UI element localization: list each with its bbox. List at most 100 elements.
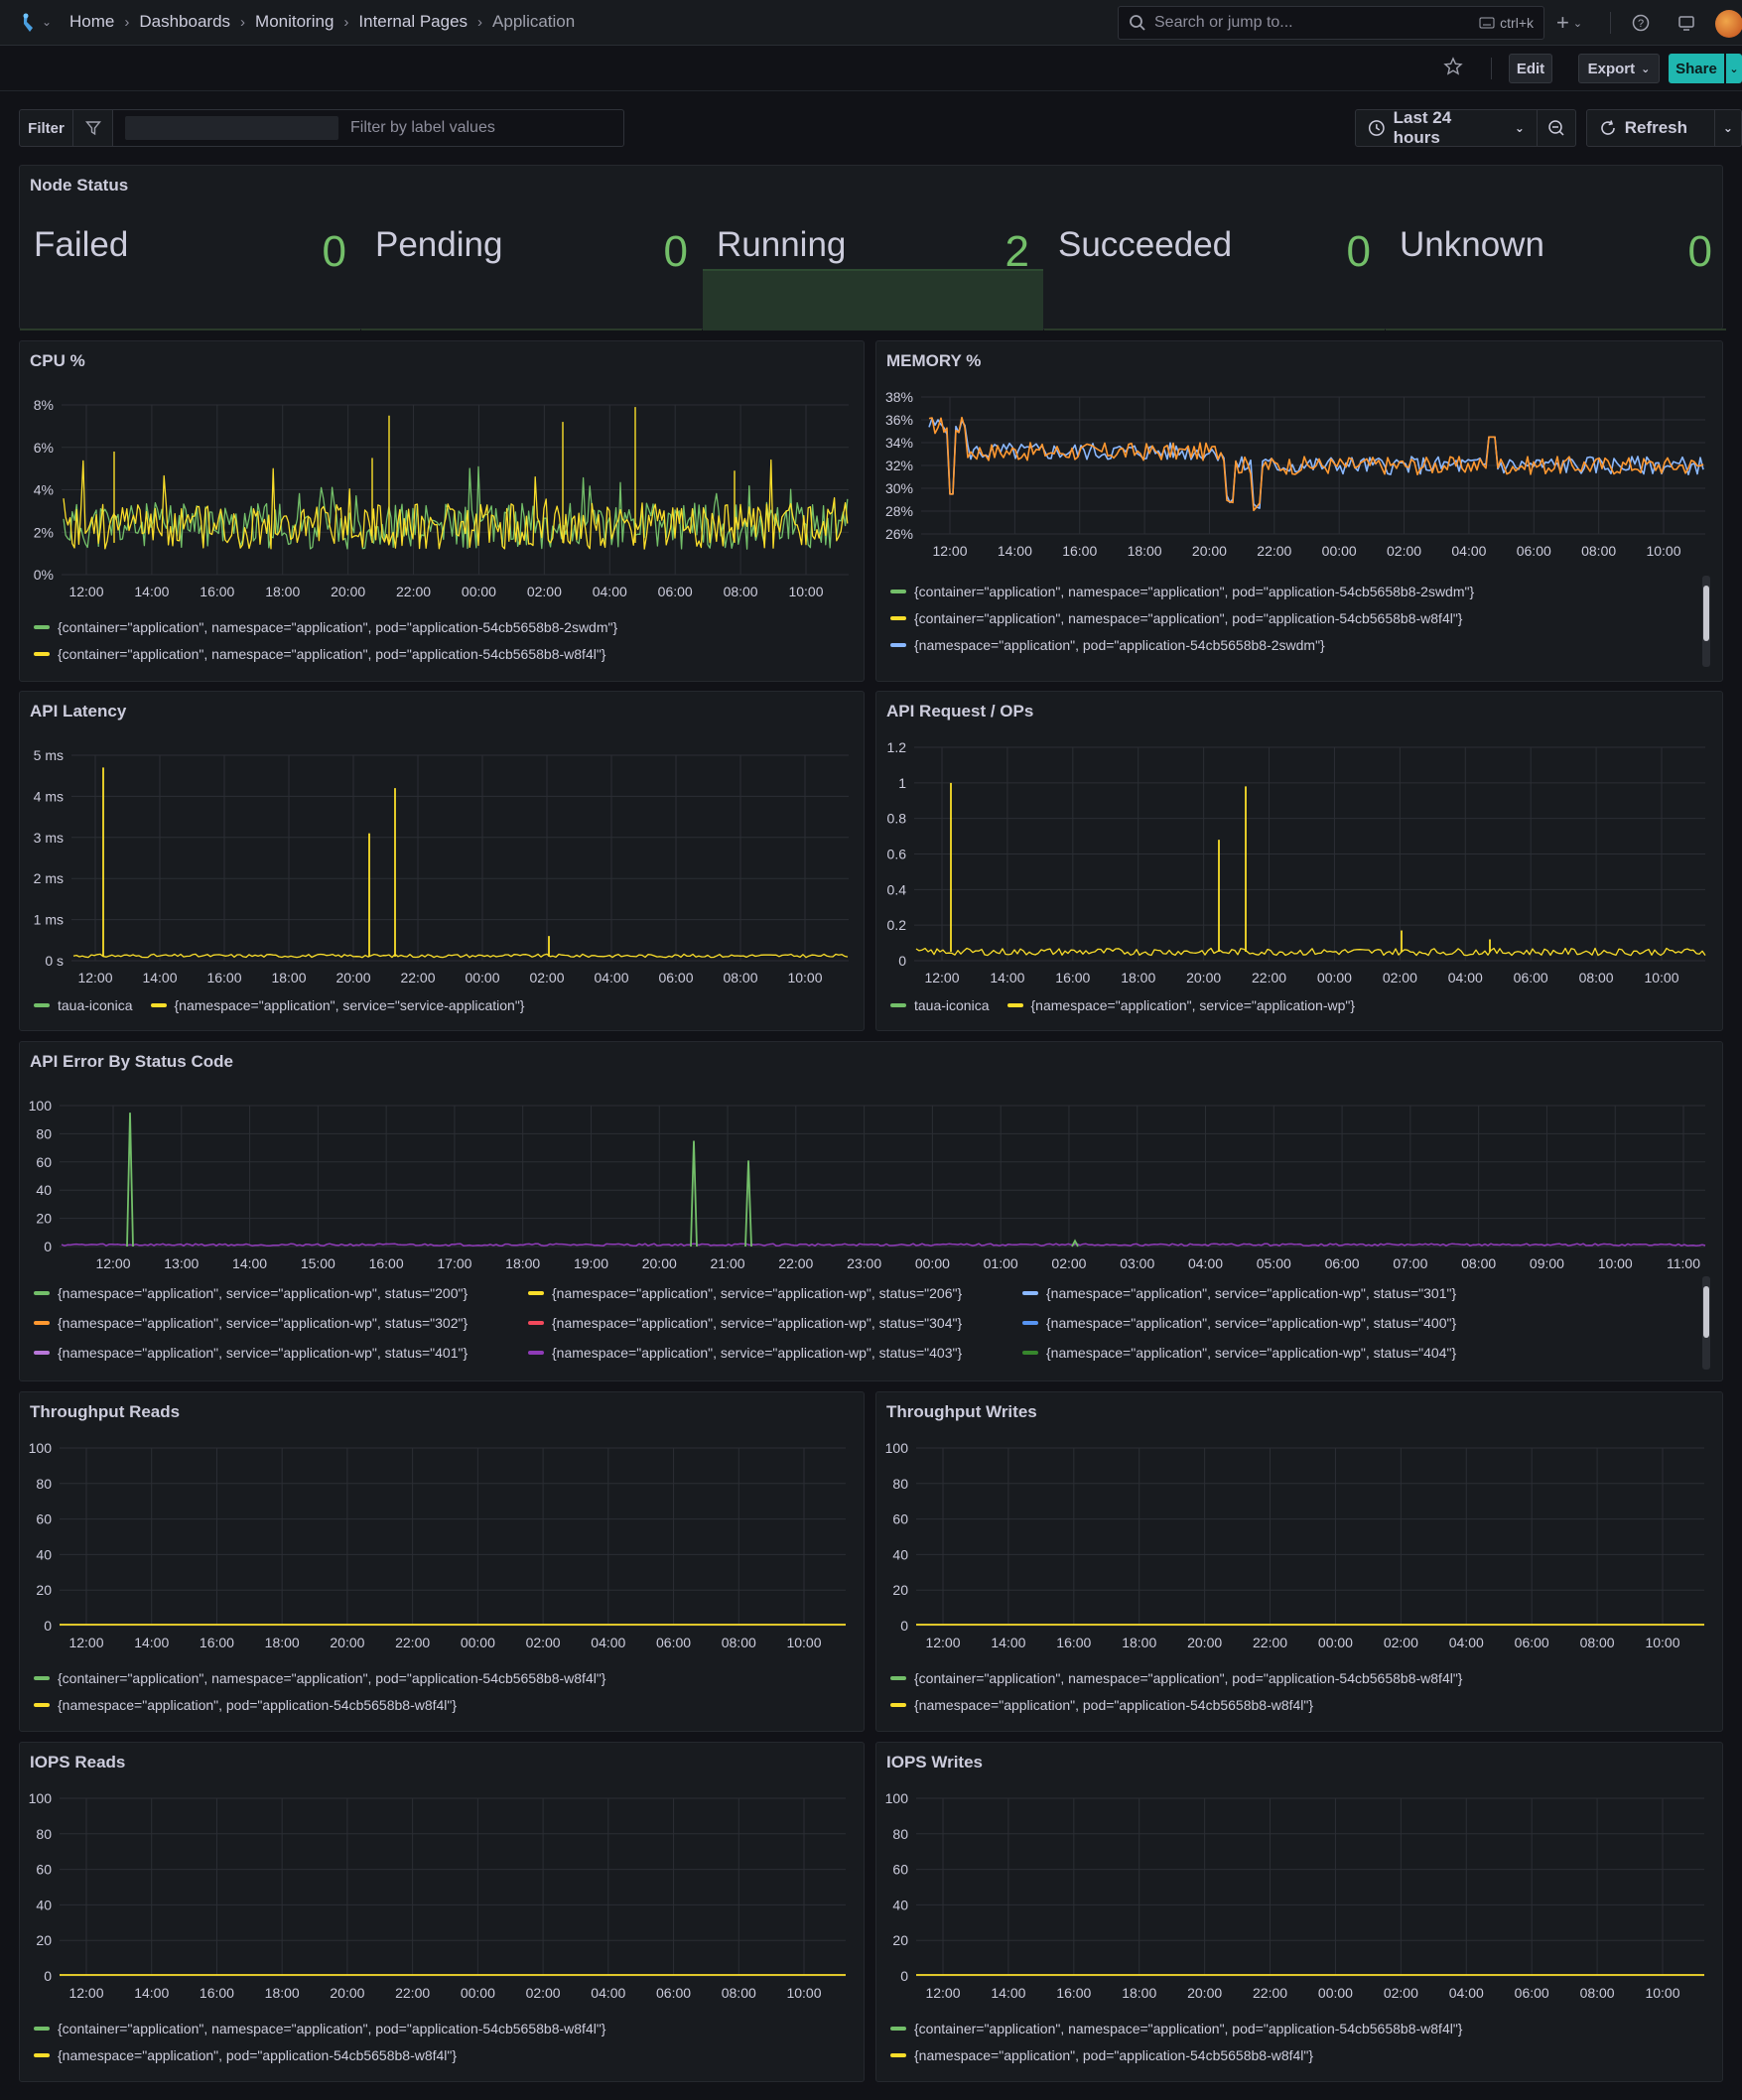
x-tick-label: 08:00 [724,584,758,599]
legend-item[interactable]: {namespace="application", service="appli… [1022,1309,1517,1336]
search-shortcut: ctrl+k [1479,15,1534,31]
time-range-picker[interactable]: Last 24 hours ⌄ [1355,108,1538,147]
iops-reads-panel[interactable]: IOPS Reads 100 80 60 40 20 0 12:00 14:00 16:00 18… [19,1742,865,2082]
breadcrumb-monitoring[interactable]: Monitoring [255,12,335,31]
legend-item[interactable]: {namespace="application", pod="applicati… [890,1697,1313,1713]
edit-button[interactable]: Edit [1509,54,1552,83]
api-latency-chart[interactable]: 5 ms 4 ms 3 ms 2 ms 1 ms 0 s 12:00 14:00 16:00 18… [20,731,866,989]
cpu-panel[interactable]: CPU % 8% 6% 4% 2% 0% 12:00 14:00 16:00 18:00 20:0… [19,340,865,682]
breadcrumb-internal-pages[interactable]: Internal Pages [358,12,469,31]
stat-running[interactable]: Running 2 [703,209,1043,330]
legend-item[interactable]: {container="application", namespace="app… [34,2021,605,2036]
chevron-down-icon[interactable]: ⌄ [42,15,53,29]
legend-item[interactable]: {container="application", namespace="app… [34,619,617,635]
legend-label: {namespace="application", pod="applicati… [58,1696,458,1713]
stat-value: 2 [1005,227,1029,276]
help-button[interactable]: ? [1628,10,1654,36]
zoom-out-button[interactable] [1537,109,1576,147]
api-latency-panel[interactable]: API Latency 5 ms 4 ms 3 ms 2 ms 1 ms 0 s 12:00… [19,691,865,1031]
scrollbar-thumb[interactable] [1703,1286,1709,1338]
iops-writes-panel[interactable]: IOPS Writes 100 80 60 40 20 0 12:00 14:00 16:00 1… [875,1742,1723,2082]
iops-reads-chart[interactable]: 100 80 60 40 20 0 12:00 14:00 16:00 18:00 20:00 22:… [20,1782,866,2031]
legend-item[interactable]: taua-iconica [34,997,133,1013]
user-avatar[interactable] [1715,10,1742,38]
legend-scrollbar[interactable] [1702,1276,1710,1370]
throughput-reads-chart[interactable]: 100 80 60 40 20 0 12:00 14:00 16:00 18:00 20:00 22:… [20,1432,866,1680]
throughput-writes-panel[interactable]: Throughput Writes 100 80 60 40 20 0 12:00 14:00… [875,1391,1723,1732]
stat-unknown[interactable]: Unknown 0 [1386,209,1726,330]
legend-swatch [34,651,50,656]
legend-item[interactable]: {namespace="application", service="appli… [528,1309,1022,1336]
legend-item[interactable]: {container="application", namespace="app… [890,1670,1462,1686]
memory-panel[interactable]: MEMORY % 38% 36% 34% 32% 30% 28% 26% 12:00 14:00… [875,340,1723,682]
legend-scrollbar[interactable] [1702,576,1710,667]
refresh-interval-button[interactable]: ⌄ [1714,109,1742,147]
x-tick-label: 04:00 [1449,1985,1484,2001]
star-button[interactable] [1440,54,1466,79]
stat-succeeded[interactable]: Succeeded 0 [1044,209,1385,330]
throughput-reads-panel[interactable]: Throughput Reads 100 80 60 40 20 0 12:00 14:00 1… [19,1391,865,1732]
panel-title: IOPS Writes [886,1753,983,1772]
stat-pending[interactable]: Pending 0 [361,209,702,330]
app-logo-icon[interactable] [18,12,38,34]
legend-label: {container="application", namespace="app… [914,583,1475,599]
legend-item[interactable]: {namespace="application", service="appli… [1022,1279,1517,1306]
filter-chip[interactable] [125,116,338,140]
scrollbar-thumb[interactable] [1703,586,1709,641]
export-button[interactable]: Export ⌄ [1578,54,1660,83]
cpu-chart[interactable]: 8% 6% 4% 2% 0% 12:00 14:00 16:00 18:00 20:00 22:00… [20,381,866,609]
breadcrumb-home[interactable]: Home [69,12,115,31]
legend-item[interactable]: {namespace="application", pod="applicati… [34,1697,457,1713]
legend-item[interactable]: {namespace="application", pod="applicati… [890,637,1325,653]
api-errors-chart[interactable]: 100 80 60 40 20 0 12:00 13:00 14:00 15:00 16:00 17:… [20,1082,1724,1320]
chart-legend: {container="application", namespace="app… [890,2015,1462,2068]
share-button[interactable]: Share [1669,54,1724,83]
x-tick-label: 04:00 [591,1635,625,1650]
legend-item[interactable]: {namespace="application", service="appli… [34,1279,528,1306]
legend-label: {namespace="application", service="appli… [552,1314,963,1331]
y-tick-label: 0 [44,1239,52,1254]
legend-item[interactable]: taua-iconica [890,997,990,1013]
legend-item[interactable]: {container="application", namespace="app… [890,2021,1462,2036]
legend-item[interactable]: {namespace="application", service="appli… [34,1339,528,1366]
legend-item[interactable]: {namespace="application", service="appli… [1006,997,1355,1013]
legend-item[interactable]: {namespace="application", pod="applicati… [34,2047,457,2063]
refresh-button[interactable]: Refresh [1585,109,1715,147]
legend-item[interactable]: {container="application", namespace="app… [890,610,1462,626]
api-requests-chart[interactable]: 1.2 1 0.8 0.6 0.4 0.2 0 12:00 14:00 16:00 18:00 20:… [876,731,1724,989]
legend-item[interactable]: {namespace="application", pod="applicati… [890,2047,1313,2063]
node-status-panel[interactable]: Node Status Failed 0 Pending 0 Running 2… [19,165,1726,330]
legend-item[interactable]: {container="application", namespace="app… [890,584,1474,599]
search-input[interactable]: Search or jump to... ctrl+k [1118,6,1544,40]
legend-swatch [890,1702,906,1707]
legend-item[interactable]: {namespace="application", service="appli… [528,1279,1022,1306]
news-button[interactable] [1674,10,1699,36]
y-tick-label: 100 [29,1790,53,1806]
stat-failed[interactable]: Failed 0 [20,209,360,330]
x-tick-label: 04:00 [1451,543,1486,559]
memory-chart[interactable]: 38% 36% 34% 32% 30% 28% 26% 12:00 14:00 16:00 18:0… [876,381,1724,580]
iops-writes-chart[interactable]: 100 80 60 40 20 0 12:00 14:00 16:00 18:00 20:00 22:… [876,1782,1724,2031]
legend-item[interactable]: {namespace="application", service="appli… [1022,1339,1517,1366]
legend-item[interactable]: {container="application", namespace="app… [34,646,605,662]
throughput-writes-chart[interactable]: 100 80 60 40 20 0 12:00 14:00 16:00 18:00 20:00 22:… [876,1432,1724,1680]
api-requests-panel[interactable]: API Request / OPs 1.2 1 0.8 0.6 0.4 0.2 0 12:00… [875,691,1723,1031]
legend-item[interactable]: {namespace="application", service="servi… [150,997,524,1013]
share-options-button[interactable]: ⌄ [1726,54,1742,83]
latency-series-line [72,953,849,959]
breadcrumb-dashboards[interactable]: Dashboards [139,12,231,31]
legend-item[interactable]: {namespace="application", service="appli… [528,1339,1022,1366]
x-tick-label: 15:00 [301,1255,335,1271]
legend-item[interactable]: {container="application", namespace="app… [34,1670,605,1686]
time-range-label: Last 24 hours [1393,108,1452,147]
x-tick-label: 16:00 [369,1255,404,1271]
chart-legend: {namespace="application", service="appli… [34,1279,1517,1369]
stat-sparkline [361,328,702,330]
add-new-button[interactable]: + ⌄ [1556,10,1582,36]
filter-input[interactable]: Filter by label values [113,109,624,147]
chart-legend: {container="application", namespace="app… [890,578,1474,673]
help-icon: ? [1632,14,1650,32]
x-tick-label: 12:00 [68,1635,103,1650]
api-errors-panel[interactable]: API Error By Status Code 100 80 60 40 20 0 12:… [19,1041,1723,1381]
legend-item[interactable]: {namespace="application", service="appli… [34,1309,528,1336]
